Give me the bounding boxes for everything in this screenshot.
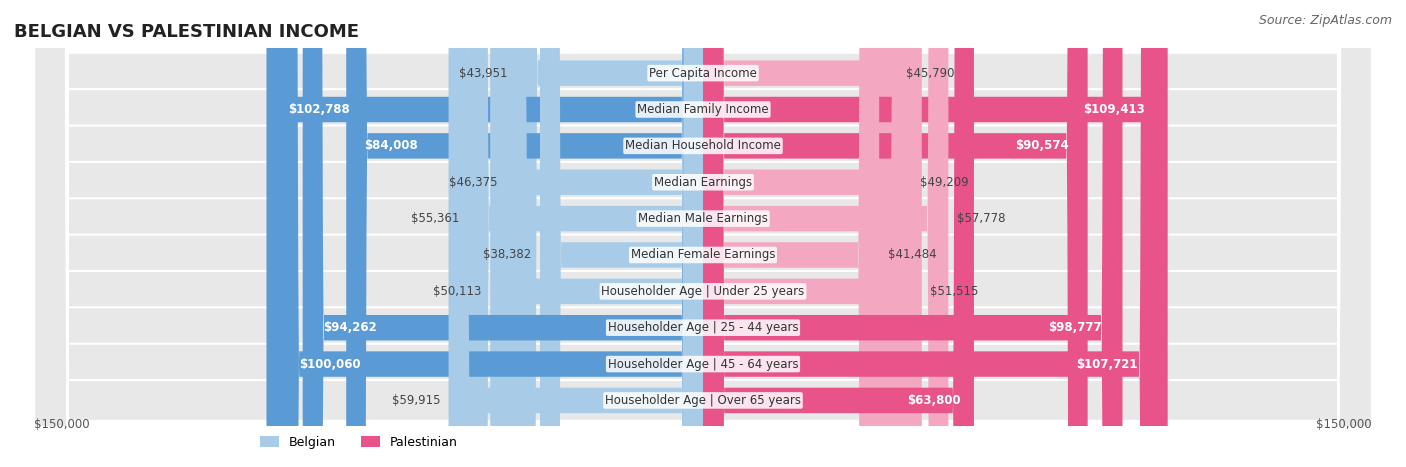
Text: Householder Age | Over 65 years: Householder Age | Over 65 years	[605, 394, 801, 407]
FancyBboxPatch shape	[302, 0, 703, 467]
Text: $90,574: $90,574	[1015, 139, 1069, 152]
Text: Source: ZipAtlas.com: Source: ZipAtlas.com	[1258, 14, 1392, 27]
FancyBboxPatch shape	[34, 0, 1372, 467]
FancyBboxPatch shape	[703, 0, 922, 467]
Text: $45,790: $45,790	[905, 67, 955, 80]
Text: Median Earnings: Median Earnings	[654, 176, 752, 189]
Text: $84,008: $84,008	[364, 139, 418, 152]
Text: $46,375: $46,375	[449, 176, 498, 189]
FancyBboxPatch shape	[34, 0, 1372, 467]
FancyBboxPatch shape	[34, 0, 1372, 467]
FancyBboxPatch shape	[540, 0, 703, 467]
Text: $55,361: $55,361	[411, 212, 460, 225]
Text: Householder Age | Under 25 years: Householder Age | Under 25 years	[602, 285, 804, 298]
FancyBboxPatch shape	[34, 0, 1372, 467]
FancyBboxPatch shape	[703, 0, 1088, 467]
Text: $51,515: $51,515	[931, 285, 979, 298]
FancyBboxPatch shape	[278, 0, 703, 467]
FancyBboxPatch shape	[34, 0, 1372, 467]
Legend: Belgian, Palestinian: Belgian, Palestinian	[256, 431, 463, 453]
Text: $49,209: $49,209	[921, 176, 969, 189]
Text: Per Capita Income: Per Capita Income	[650, 67, 756, 80]
FancyBboxPatch shape	[703, 0, 974, 467]
Text: Median Family Income: Median Family Income	[637, 103, 769, 116]
Text: $150,000: $150,000	[1316, 417, 1372, 431]
FancyBboxPatch shape	[703, 0, 879, 467]
FancyBboxPatch shape	[491, 0, 703, 467]
Text: $50,113: $50,113	[433, 285, 482, 298]
FancyBboxPatch shape	[703, 0, 1167, 467]
Text: $94,262: $94,262	[323, 321, 377, 334]
Text: $109,413: $109,413	[1083, 103, 1144, 116]
Text: $107,721: $107,721	[1076, 358, 1137, 371]
FancyBboxPatch shape	[34, 0, 1372, 467]
Text: $98,777: $98,777	[1047, 321, 1101, 334]
Text: Median Male Earnings: Median Male Earnings	[638, 212, 768, 225]
Text: $38,382: $38,382	[484, 248, 531, 262]
Text: $63,800: $63,800	[907, 394, 960, 407]
Text: Householder Age | 25 - 44 years: Householder Age | 25 - 44 years	[607, 321, 799, 334]
FancyBboxPatch shape	[34, 0, 1372, 467]
FancyBboxPatch shape	[468, 0, 703, 467]
Text: Median Female Earnings: Median Female Earnings	[631, 248, 775, 262]
FancyBboxPatch shape	[703, 0, 897, 467]
Text: $150,000: $150,000	[34, 417, 90, 431]
FancyBboxPatch shape	[703, 0, 1122, 467]
FancyBboxPatch shape	[267, 0, 703, 467]
FancyBboxPatch shape	[34, 0, 1372, 467]
FancyBboxPatch shape	[703, 0, 949, 467]
FancyBboxPatch shape	[346, 0, 703, 467]
Text: $41,484: $41,484	[887, 248, 936, 262]
FancyBboxPatch shape	[516, 0, 703, 467]
Text: $102,788: $102,788	[288, 103, 350, 116]
FancyBboxPatch shape	[703, 0, 912, 467]
Text: Median Household Income: Median Household Income	[626, 139, 780, 152]
Text: $43,951: $43,951	[460, 67, 508, 80]
FancyBboxPatch shape	[34, 0, 1372, 467]
Text: $57,778: $57,778	[957, 212, 1005, 225]
Text: $100,060: $100,060	[299, 358, 361, 371]
FancyBboxPatch shape	[34, 0, 1372, 467]
Text: Householder Age | 45 - 64 years: Householder Age | 45 - 64 years	[607, 358, 799, 371]
FancyBboxPatch shape	[506, 0, 703, 467]
FancyBboxPatch shape	[703, 0, 1160, 467]
FancyBboxPatch shape	[449, 0, 703, 467]
Text: BELGIAN VS PALESTINIAN INCOME: BELGIAN VS PALESTINIAN INCOME	[14, 23, 359, 42]
Text: $59,915: $59,915	[391, 394, 440, 407]
